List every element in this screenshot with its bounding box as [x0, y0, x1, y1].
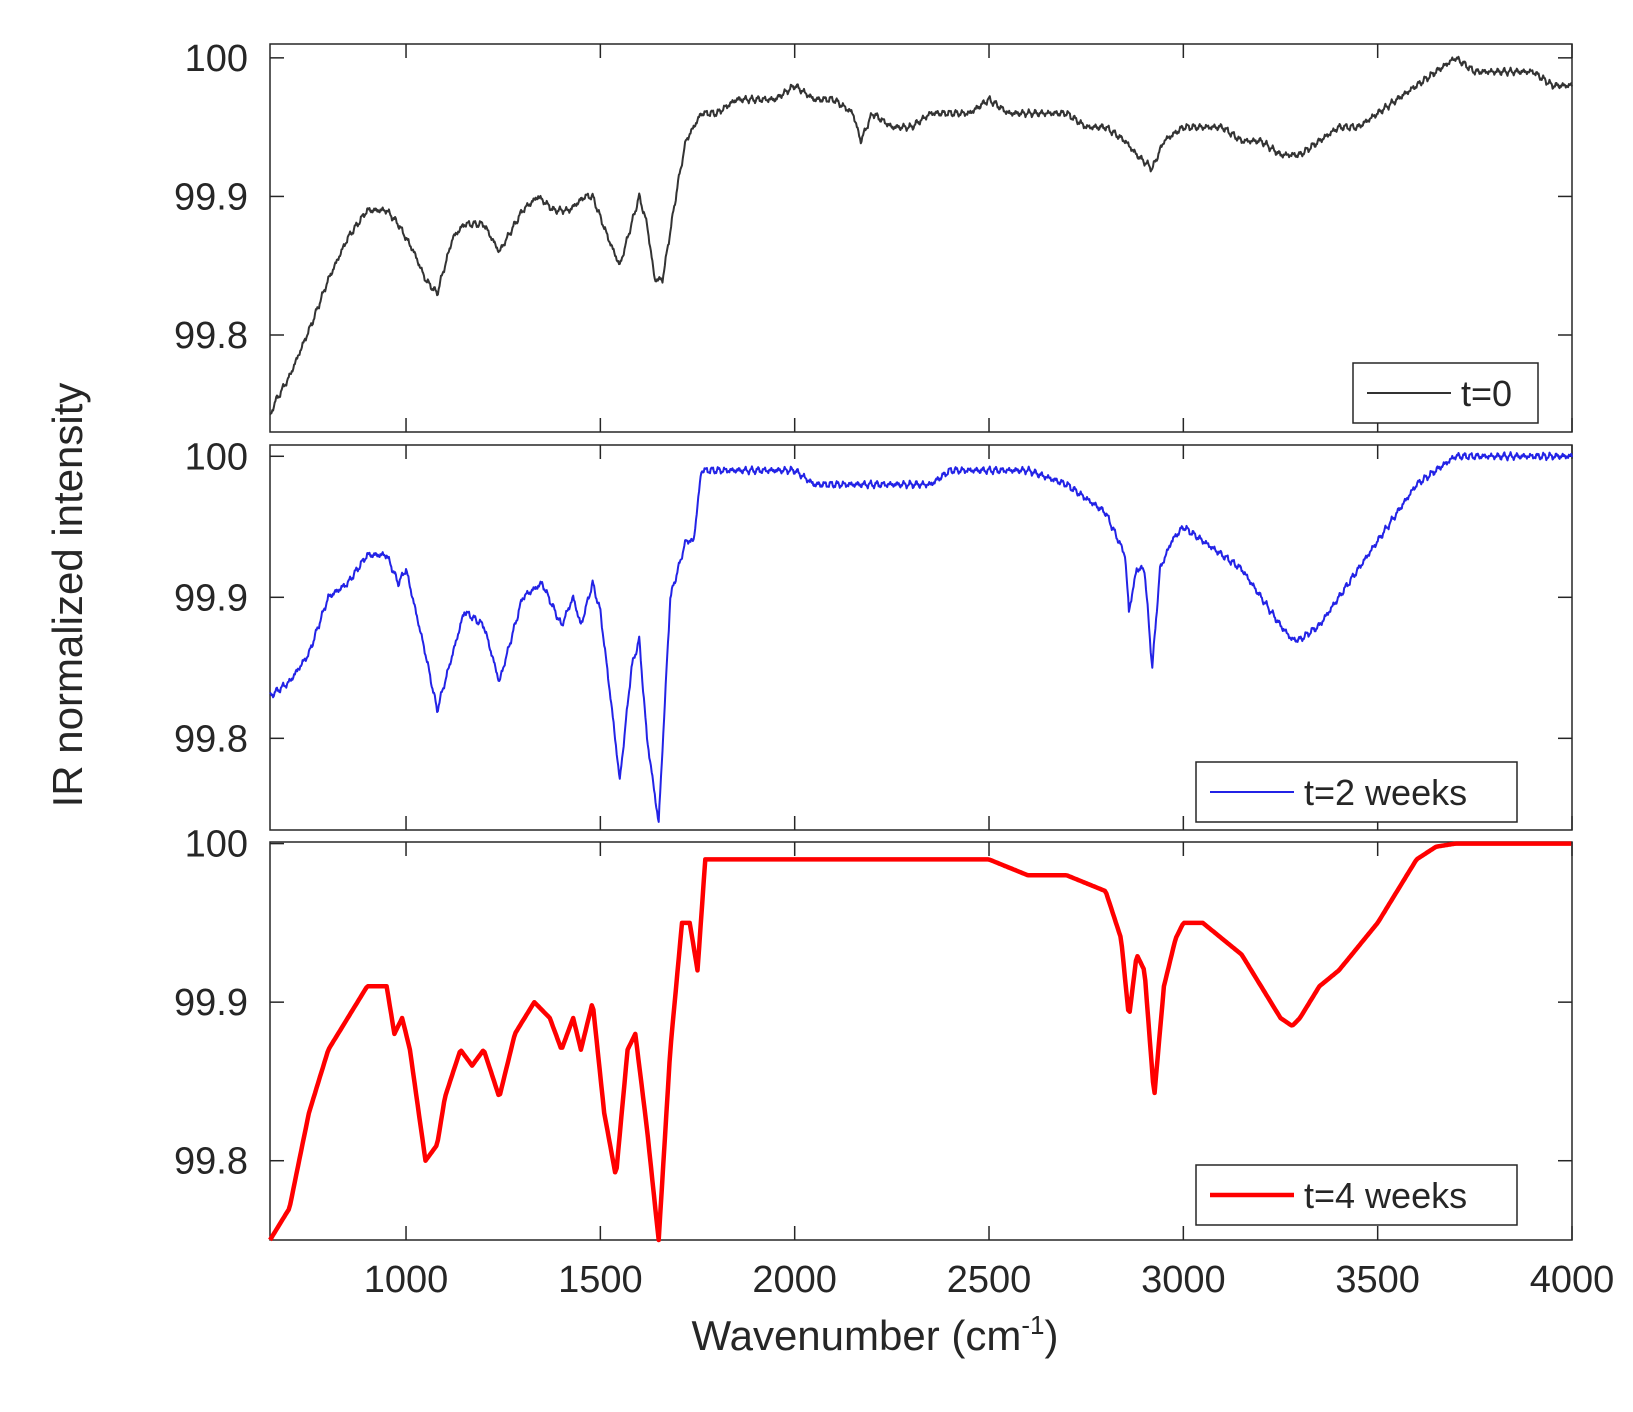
axes-frame	[269, 43, 1573, 433]
x-axis-title-main: Wavenumber (cm	[692, 1312, 1022, 1359]
x-tick-label: 1500	[558, 1259, 643, 1301]
y-tick-label: 99.8	[174, 1141, 248, 1183]
legend-1: t=0	[1352, 362, 1539, 424]
panel-3: 100 99.9 99.8 t=4 weeks	[174, 824, 1573, 1243]
x-tick-label: 2000	[752, 1259, 837, 1301]
y-tick-label: 99.8	[174, 718, 248, 760]
y-tick-label: 100	[185, 38, 248, 80]
axes-frame	[269, 841, 1573, 1241]
x-tick-label: 4000	[1530, 1259, 1615, 1301]
series-line-2	[269, 451, 1573, 823]
y-axis-title: IR normalized intensity	[44, 383, 91, 808]
y-tick-label: 99.9	[174, 577, 248, 619]
axes-frame	[269, 444, 1573, 831]
legend-label: t=4 weeks	[1304, 1175, 1467, 1216]
y-tick-label: 100	[185, 436, 248, 478]
y-tick-label: 99.9	[174, 176, 248, 218]
panel-1: 100 99.9 99.8 t=0	[174, 38, 1573, 433]
series-line-1	[269, 55, 1573, 416]
panel-2: 100 99.9 99.8 t=2 weeks	[174, 436, 1573, 831]
legend-2: t=2 weeks	[1195, 761, 1518, 823]
x-axis-title-superscript: -1	[1021, 1310, 1044, 1340]
x-tick-label: 3500	[1335, 1259, 1420, 1301]
x-tick-label: 3000	[1141, 1259, 1226, 1301]
panels: 100 99.9 99.8 t=0 100 99.9 99.8 t=2 weeks 100 99.…	[174, 38, 1573, 1243]
x-axis-title-close: )	[1044, 1312, 1058, 1359]
y-tick-label: 99.8	[174, 315, 248, 357]
x-tick-label: 1000	[364, 1259, 449, 1301]
legend-label: t=2 weeks	[1304, 772, 1467, 813]
y-tick-label: 99.9	[174, 982, 248, 1024]
legend-3: t=4 weeks	[1195, 1164, 1518, 1226]
x-tick-label: 2500	[947, 1259, 1032, 1301]
series-line-3	[268, 841, 1572, 1243]
x-axis-title: Wavenumber (cm-1)	[692, 1310, 1059, 1359]
y-tick-label: 100	[185, 824, 248, 866]
legend-label: t=0	[1461, 373, 1512, 414]
x-tick-labels: 1000 1500 2000 2500 3000 3500 4000	[364, 1259, 1615, 1301]
